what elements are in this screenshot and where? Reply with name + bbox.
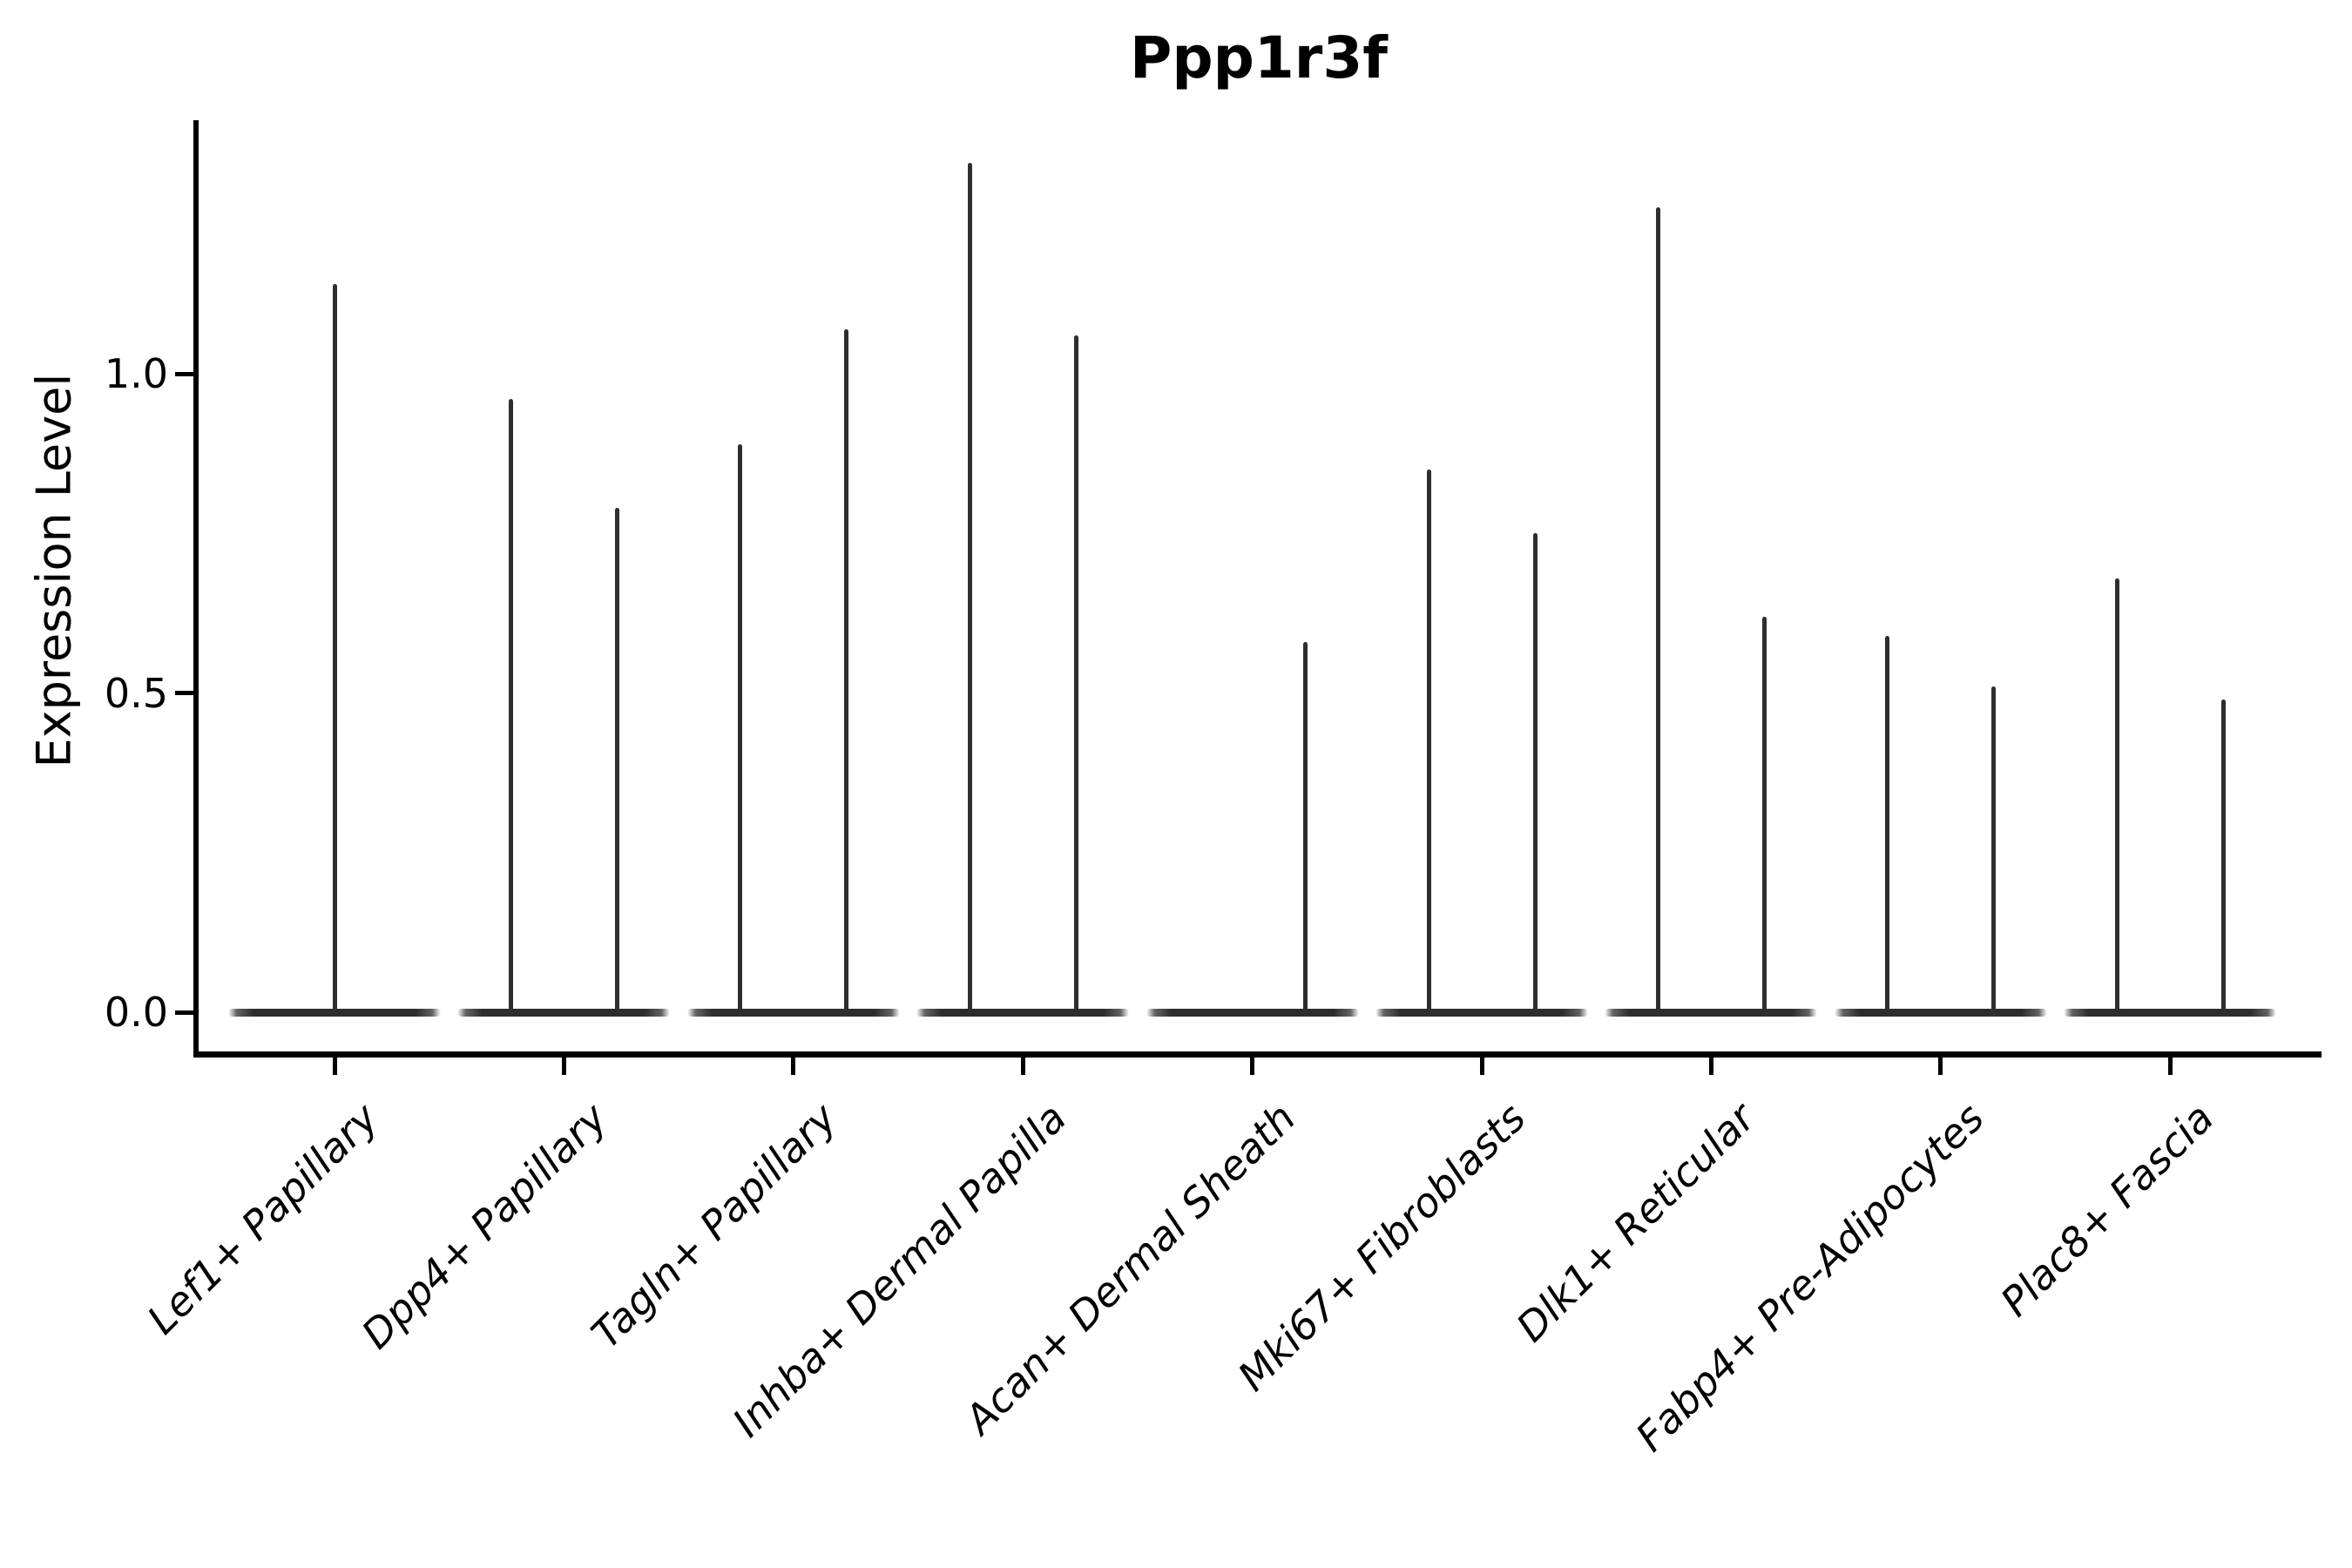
violin-max-spike (2220, 699, 2226, 1017)
violin-base (457, 1009, 671, 1017)
x-axis-tick (1250, 1054, 1255, 1075)
x-axis-tick (791, 1054, 796, 1075)
y-tick-label: 0.5 (104, 669, 168, 717)
x-axis-tick (1479, 1054, 1484, 1075)
x-axis-tick (332, 1054, 337, 1075)
y-axis-tick (175, 371, 194, 376)
x-axis-tick (2167, 1054, 2173, 1075)
violin-base (2064, 1009, 2277, 1017)
violin-max-spike (1303, 641, 1308, 1017)
violin-base (1834, 1009, 2047, 1017)
x-tick-label: Lef1+ Papillary (138, 1094, 388, 1343)
x-axis-spine (193, 1051, 2322, 1058)
violin-max-spike (738, 443, 743, 1017)
violin-max-spike (1073, 335, 1078, 1017)
violin-max-spike (508, 399, 513, 1017)
x-axis-tick (1938, 1054, 1943, 1075)
violin-max-spike (1655, 207, 1660, 1017)
y-axis-spine (193, 120, 199, 1058)
y-tick-label: 1.0 (104, 350, 168, 397)
x-axis-tick (561, 1054, 566, 1075)
violin-base (916, 1009, 1130, 1017)
violin-max-spike (614, 507, 619, 1017)
violin-max-spike (967, 163, 972, 1017)
x-tick-label: Dpp4+ Papillary (352, 1094, 617, 1358)
violin-max-spike (1991, 686, 1997, 1017)
violin-max-spike (844, 328, 849, 1017)
violin-base (1605, 1009, 1818, 1017)
violin-max-spike (1426, 469, 1431, 1017)
x-axis-tick (1708, 1054, 1713, 1075)
x-axis-tick (1020, 1054, 1025, 1075)
x-tick-label: Dlk1+ Reticular (1506, 1094, 1764, 1351)
violin-base (686, 1009, 900, 1017)
y-axis-tick (175, 1010, 194, 1015)
violin-max-spike (1761, 616, 1767, 1017)
violin-max-spike (1885, 635, 1890, 1017)
y-axis-tick (175, 691, 194, 695)
violin-base (1146, 1009, 1359, 1017)
violin-max-spike (2114, 578, 2119, 1017)
y-tick-label: 0.0 (104, 989, 168, 1036)
violin-max-spike (1532, 533, 1538, 1017)
chart-title: Ppp1r3f (1130, 24, 1388, 91)
violin-max-spike (332, 284, 337, 1017)
violin-base (1375, 1009, 1588, 1017)
x-tick-label: Tagln+ Papillary (582, 1094, 846, 1358)
x-tick-label: Plac8+ Fascia (1991, 1094, 2223, 1326)
